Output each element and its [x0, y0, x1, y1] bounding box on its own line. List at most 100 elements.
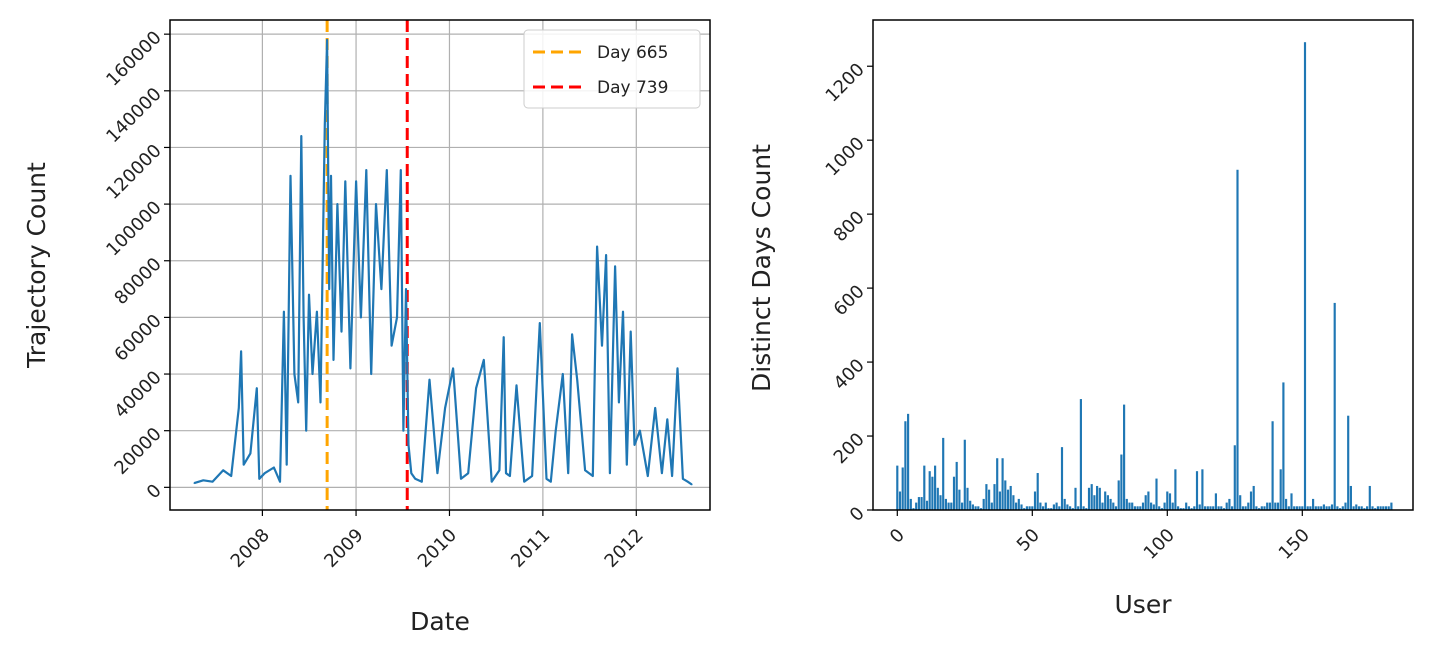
user-bar [928, 471, 931, 510]
trajectory-point [308, 293, 310, 296]
trajectory-point [691, 483, 693, 486]
user-bar [1225, 502, 1228, 510]
trajectory-point [410, 472, 413, 475]
user-bar [1328, 506, 1331, 510]
user-bar [971, 504, 974, 510]
user-bar [1060, 447, 1064, 510]
user-bar [1096, 485, 1099, 510]
user-bar [904, 421, 907, 510]
user-bar [1131, 502, 1134, 510]
user-bar [1012, 495, 1015, 510]
trajectory-point [421, 480, 423, 483]
user-bar [958, 489, 961, 510]
x-tick-label: 100 [1140, 525, 1179, 564]
trajectory-point [355, 180, 357, 183]
user-bar [969, 500, 972, 510]
user-bar [1198, 504, 1201, 510]
trajectory-point [502, 336, 505, 339]
trajectory-point [639, 429, 641, 432]
trajectory-point [283, 310, 285, 313]
trajectory-point [661, 472, 663, 475]
trajectory-point [567, 472, 569, 475]
trajectory-point [676, 367, 679, 370]
y-tick-label: 800 [830, 207, 869, 246]
bar-chart-frame [872, 19, 1414, 511]
user-bar [1320, 506, 1323, 510]
user-bar [1163, 502, 1166, 510]
user-bar [1382, 506, 1385, 510]
y-tick-label: 100000 [102, 197, 165, 260]
trajectory-point [230, 475, 232, 477]
trajectory-point [330, 175, 332, 177]
user-bar [1004, 480, 1007, 510]
user-bar [1355, 504, 1358, 510]
y-tick-label: 0 [143, 480, 166, 503]
user-bar [1171, 502, 1174, 510]
user-bar [977, 506, 980, 510]
user-bar [1123, 404, 1126, 510]
trajectory-point [370, 373, 373, 375]
user-bar [1166, 491, 1169, 510]
user-bar [1212, 506, 1215, 510]
y-tick-label: 120000 [102, 140, 165, 203]
trajectory-point [629, 330, 632, 333]
user-bar [934, 465, 937, 510]
trajectory-point [654, 407, 656, 409]
user-bar [1179, 508, 1182, 510]
user-bar [947, 502, 950, 510]
user-bar [1306, 506, 1309, 510]
user-bar [1125, 498, 1128, 510]
trajectory-point [211, 480, 214, 483]
user-bar [1274, 502, 1277, 510]
trajectory-point [305, 429, 308, 432]
user-bar [1006, 489, 1010, 510]
user-bar [1290, 493, 1293, 510]
user-bar [1085, 508, 1088, 510]
user-bar [1074, 487, 1077, 510]
user-bar [1109, 498, 1112, 510]
trajectory-point [407, 444, 410, 446]
user-bar [955, 461, 958, 510]
trajectory-point [336, 203, 339, 205]
line-chart-xlabel: Date [410, 607, 470, 636]
user-bar [1168, 493, 1172, 510]
trajectory-point [414, 478, 417, 480]
user-bar [942, 437, 945, 510]
trajectory-point [614, 265, 616, 268]
x-tick-label: 2009 [320, 525, 367, 572]
user-bar [1214, 493, 1217, 510]
user-bar [1104, 491, 1107, 510]
user-bar [1347, 415, 1350, 510]
user-bar [917, 497, 920, 510]
user-bar [1366, 506, 1369, 510]
user-bar [925, 500, 929, 510]
user-bar [1309, 506, 1312, 510]
trajectory-point [452, 367, 454, 370]
trajectory-point [498, 469, 501, 472]
bar-chart-bars [896, 42, 1393, 510]
trajectory-point [255, 387, 258, 390]
user-bar [1071, 508, 1074, 510]
trajectory-point [647, 475, 649, 477]
trajectory-point [523, 480, 525, 483]
user-bar [1357, 506, 1361, 510]
user-bar [1217, 506, 1220, 510]
user-bar [1312, 498, 1315, 510]
trajectory-point [475, 387, 477, 390]
user-bar [1052, 504, 1055, 510]
user-bar [1044, 502, 1047, 510]
trajectory-point [326, 39, 328, 41]
line-chart-grid [170, 20, 710, 510]
user-bar [1228, 498, 1231, 510]
trajectory-point [319, 401, 322, 404]
user-bar [982, 498, 985, 510]
trajectory-point [242, 463, 245, 466]
trajectory-point [444, 407, 446, 409]
trajectory-point [576, 378, 578, 381]
trajectory-point [554, 429, 557, 432]
trajectory-point [601, 344, 603, 347]
trajectory-point [460, 478, 462, 480]
user-bar [966, 487, 969, 510]
user-bar [907, 413, 910, 510]
